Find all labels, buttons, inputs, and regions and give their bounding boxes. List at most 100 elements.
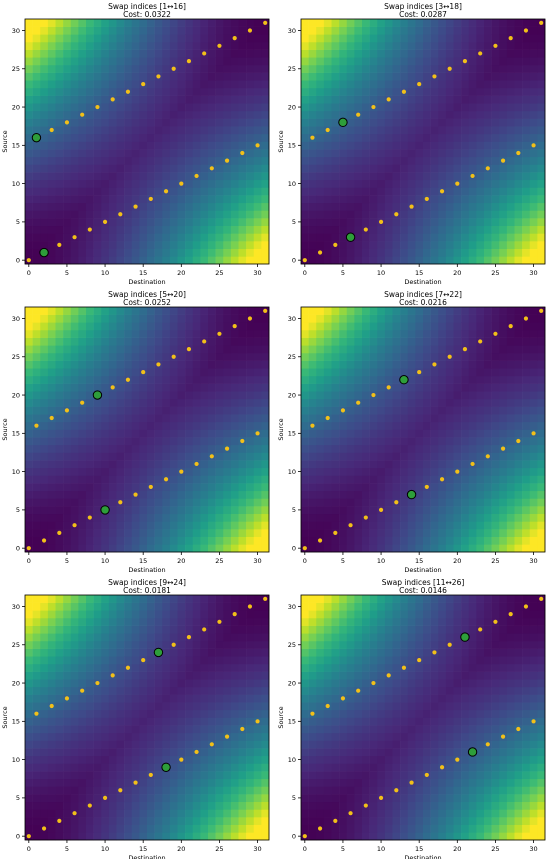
- heatmap-cell: [178, 786, 186, 794]
- heatmap-cell: [332, 88, 340, 96]
- heatmap-cell: [530, 537, 538, 545]
- heatmap-cell: [507, 514, 515, 522]
- heatmap-cell: [78, 164, 86, 172]
- heatmap-cell: [71, 437, 79, 445]
- heatmap-cell: [223, 42, 231, 50]
- heatmap-cell: [254, 111, 262, 119]
- heatmap-cell: [347, 34, 355, 42]
- heatmap-cell: [101, 34, 109, 42]
- heatmap-cell: [124, 832, 132, 840]
- heatmap-cell: [86, 180, 94, 188]
- heatmap-cell: [339, 27, 347, 35]
- heatmap-cell: [476, 430, 484, 438]
- heatmap-cell: [86, 119, 94, 127]
- heatmap-cell: [408, 218, 416, 226]
- heatmap-cell: [155, 733, 163, 741]
- heatmap-cell: [499, 498, 507, 506]
- heatmap-cell: [507, 391, 515, 399]
- heatmap-cell: [492, 361, 500, 369]
- heatmap-cell: [400, 384, 408, 392]
- y-tick-label: 15: [12, 430, 20, 438]
- heatmap-cell: [216, 241, 224, 249]
- heatmap-cell: [86, 483, 94, 491]
- heatmap-cell: [370, 353, 378, 361]
- heatmap-cell: [370, 307, 378, 315]
- heatmap-cell: [33, 226, 41, 234]
- heatmap-cell: [393, 19, 401, 27]
- heatmap-cell: [393, 249, 401, 257]
- heatmap-cell: [522, 157, 530, 165]
- heatmap-cell: [362, 218, 370, 226]
- heatmap-cell: [408, 195, 416, 203]
- heatmap-cell: [193, 42, 201, 50]
- heatmap-cell: [446, 475, 454, 483]
- x-tick-label: 0: [27, 269, 31, 277]
- y-tick-label: 20: [12, 391, 20, 399]
- heatmap-cell: [347, 96, 355, 104]
- heatmap-cell: [446, 514, 454, 522]
- heatmap-cell: [400, 322, 408, 330]
- heatmap-cell: [515, 164, 523, 172]
- heatmap-cell: [155, 475, 163, 483]
- heatmap-cell: [476, 73, 484, 81]
- heatmap-cell: [56, 514, 64, 522]
- heatmap-cell: [408, 249, 416, 257]
- heatmap-cell: [109, 825, 117, 833]
- heatmap-cell: [332, 544, 340, 552]
- heatmap-cell: [193, 740, 201, 748]
- heatmap-cell: [185, 172, 193, 180]
- heatmap-cell: [33, 695, 41, 703]
- heatmap-cell: [354, 27, 362, 35]
- heatmap-cell: [132, 338, 140, 346]
- heatmap-cell: [377, 241, 385, 249]
- heatmap-cell: [200, 475, 208, 483]
- heatmap-cell: [499, 210, 507, 218]
- heatmap-cell: [423, 34, 431, 42]
- heatmap-cell: [25, 498, 33, 506]
- heatmap-cell: [469, 119, 477, 127]
- heatmap-cell: [400, 256, 408, 264]
- heatmap-cell: [507, 256, 515, 264]
- heatmap-cell: [423, 368, 431, 376]
- heatmap-cell: [78, 330, 86, 338]
- heatmap-cell: [309, 330, 317, 338]
- heatmap-cell: [170, 226, 178, 234]
- heatmap-cell: [86, 491, 94, 499]
- heatmap-cell: [208, 19, 216, 27]
- heatmap-cell: [78, 345, 86, 353]
- heatmap-cell: [109, 779, 117, 787]
- heatmap-cell: [71, 537, 79, 545]
- heatmap-cell: [216, 195, 224, 203]
- heatmap-cell: [385, 353, 393, 361]
- heatmap-cell: [132, 119, 140, 127]
- heatmap-cell: [56, 80, 64, 88]
- heatmap-cell: [132, 73, 140, 81]
- heatmap-cell: [370, 437, 378, 445]
- heatmap-cell: [162, 249, 170, 257]
- heatmap-cell: [499, 73, 507, 81]
- heatmap-cell: [63, 307, 71, 315]
- heatmap-cell: [316, 57, 324, 65]
- heatmap-cell: [261, 322, 269, 330]
- heatmap-cell: [208, 368, 216, 376]
- heatmap-cell: [48, 96, 56, 104]
- heatmap-cell: [132, 65, 140, 73]
- heatmap-cell: [185, 315, 193, 323]
- heatmap-cell: [132, 422, 140, 430]
- heatmap-cell: [223, 226, 231, 234]
- heatmap-cell: [492, 34, 500, 42]
- heatmap-cell: [48, 218, 56, 226]
- heatmap-cell: [71, 27, 79, 35]
- heatmap-cell: [339, 80, 347, 88]
- heatmap-cell: [309, 111, 317, 119]
- heatmap-cell: [48, 687, 56, 695]
- heatmap-cell: [162, 203, 170, 211]
- heatmap-cell: [347, 195, 355, 203]
- heatmap-cell: [324, 249, 332, 257]
- heatmap-cell: [132, 452, 140, 460]
- heatmap-cell: [370, 88, 378, 96]
- heatmap-cell: [86, 157, 94, 165]
- heatmap-cell: [56, 832, 64, 840]
- heatmap-cell: [25, 134, 33, 142]
- heatmap-cell: [461, 315, 469, 323]
